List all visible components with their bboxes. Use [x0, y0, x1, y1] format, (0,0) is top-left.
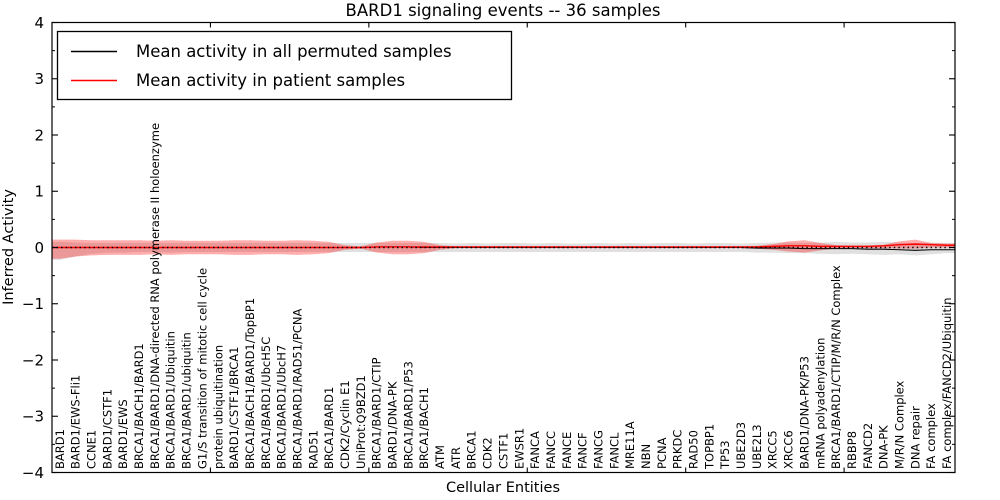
- x-tick-label: PRKDC: [671, 430, 685, 469]
- x-tick-label: RBBP8: [845, 431, 859, 469]
- x-tick-label: DNA-PK: [877, 425, 891, 469]
- x-tick-label: BRCA1/BARD1/RAD51/PCNA: [290, 308, 304, 469]
- x-tick-label: TOPBP1: [702, 424, 716, 470]
- patient-samples-band: [52, 239, 955, 259]
- x-tick-label: XRCC6: [782, 430, 796, 469]
- x-tick-label: RAD50: [687, 430, 701, 469]
- x-tick-label: BRCA1/BACH1: [417, 387, 431, 469]
- x-tick-label: UBE2L3: [750, 424, 764, 469]
- legend: Mean activity in all permuted samples Me…: [56, 30, 513, 101]
- x-tick-label: BRCA1/BARD1/CTIP: [370, 357, 384, 469]
- x-tick-label: G1/S transition of mitotic cell cycle: [195, 268, 209, 469]
- x-tick-label: BRCA1/BARD1/UbcH7: [275, 345, 289, 469]
- x-tick-label: CDK2: [481, 437, 495, 469]
- x-tick-label: BRCA1/BARD1/P53: [401, 361, 415, 469]
- x-tick-label: BRCA1/BARD1/CTIP/M/R/N Complex: [829, 265, 843, 469]
- x-tick-label: XRCC5: [766, 430, 780, 469]
- x-tick-label: BRCA1/BARD1/ubiquitin: [180, 332, 194, 469]
- x-tick-label: FANCC: [544, 431, 558, 469]
- x-tick-label: BARD1/CSTF1/BRCA1: [227, 347, 241, 469]
- x-tick-label: MRE11A: [623, 421, 637, 469]
- x-tick-label: RAD51: [306, 430, 320, 469]
- x-tick-label: BRCA1/BARD1/Ubiquitin: [164, 331, 178, 469]
- x-tick-label: BRCA1/BARD1/UbcH5C: [259, 337, 273, 469]
- legend-label-patient: Mean activity in patient samples: [136, 71, 405, 90]
- x-tick-label: protein ubiquitination: [211, 345, 225, 469]
- plot-border: [51, 21, 956, 474]
- plot-area: BARD1 BARD1/EWS-Fli1 CCNE1 BARD1/CSTF1 BARD1…: [22, 14, 956, 482]
- x-tick-label: BRCA1/BACH1/BARD1: [132, 343, 146, 469]
- x-tick-label: CDK2/Cyclin E1: [338, 380, 352, 469]
- y-tick-label: −4: [22, 464, 44, 482]
- x-tick-label: BARD1/DNA-PK/P53: [797, 356, 811, 469]
- y-tick-label: 1: [34, 183, 44, 201]
- x-tick-label: TP53: [718, 440, 732, 470]
- x-tick-label: EWSR1: [512, 428, 526, 469]
- x-tick-label: BARD1/EWS-Fli1: [69, 375, 83, 469]
- x-tick-label: PCNA: [655, 437, 669, 469]
- x-tick-label: DNA repair: [908, 406, 922, 469]
- x-tick-label: FA complex: [924, 403, 938, 469]
- x-tick-label: M/R/N Complex: [892, 380, 906, 469]
- x-axis-label: Cellular Entities: [446, 480, 560, 496]
- x-tick-label: mRNA polyadenylation: [813, 338, 827, 469]
- x-tick-label: BRCA1/BARD1/DNA-directed RNA polymerase …: [148, 123, 162, 469]
- x-tick-label: BRCA1: [465, 430, 479, 469]
- y-tick-label: −1: [22, 295, 44, 313]
- x-tick-label: CCNE1: [85, 430, 99, 469]
- x-tick-label: CSTF1: [496, 433, 510, 469]
- x-tick-label: ATM: [433, 445, 447, 469]
- x-tick-label: BARD1/CSTF1: [100, 389, 114, 469]
- x-tick-label: NBN: [639, 444, 653, 469]
- legend-box: [56, 30, 513, 101]
- y-tick-label: 3: [34, 70, 44, 88]
- x-tick-label: BARD1/DNA-PK: [386, 381, 400, 469]
- chart-title: BARD1 signaling events -- 36 samples: [346, 1, 661, 20]
- x-tick-label: BARD1: [53, 429, 67, 469]
- y-tick-label: −3: [22, 408, 44, 426]
- x-tick-label: FANCA: [528, 431, 542, 469]
- x-tick-label: FANCF: [576, 432, 590, 469]
- x-tick-label: ATR: [449, 447, 463, 469]
- y-tick-label: 0: [34, 239, 44, 257]
- x-tick-label: FA complex/FANCD2/Ubiquitin: [940, 298, 954, 469]
- x-tick-label: UBE2D3: [734, 422, 748, 469]
- x-tick-label: UniProt:Q9BZD1: [354, 375, 368, 469]
- x-tick-label: BRCA1/BACH1/BARD1/TopBP1: [243, 298, 257, 469]
- x-tick-label: FANCD2: [861, 423, 875, 469]
- y-tick-label: −2: [22, 351, 44, 369]
- y-tick-label: 4: [34, 14, 44, 32]
- x-tick-label: FANCE: [560, 432, 574, 469]
- x-tick-label: FANCG: [591, 430, 605, 469]
- y-tick-label: 2: [34, 126, 44, 144]
- legend-label-permuted: Mean activity in all permuted samples: [136, 42, 452, 61]
- x-tick-label: BRCA1/BARD1: [322, 387, 336, 469]
- x-tick-label: FANCL: [607, 432, 621, 469]
- y-axis-label: Inferred Activity: [1, 189, 17, 305]
- x-tick-label: BARD1/EWS: [116, 399, 130, 469]
